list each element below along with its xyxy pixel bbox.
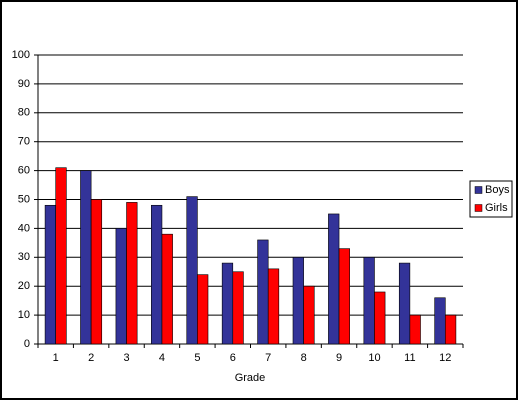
y-tick-label: 80 (18, 107, 30, 119)
y-tick-label: 40 (18, 222, 30, 234)
x-tick-label: 6 (230, 352, 236, 364)
bar (115, 228, 127, 345)
bar (55, 167, 67, 345)
bar (151, 204, 163, 345)
bar (444, 314, 457, 345)
bar (374, 291, 386, 345)
bar (126, 202, 138, 345)
y-tick-label: 100 (12, 49, 30, 61)
x-tick-label: 12 (439, 352, 451, 364)
bar (221, 262, 234, 345)
x-tick-label: 9 (336, 352, 342, 364)
bar (80, 170, 92, 345)
bar (303, 285, 315, 345)
bar (197, 274, 209, 345)
bar (363, 256, 375, 345)
y-tick-label: 10 (18, 309, 30, 321)
bar (186, 196, 198, 345)
x-tick-label: 2 (88, 352, 94, 364)
x-tick-label: 10 (368, 352, 380, 364)
y-tick-label: 30 (18, 251, 30, 263)
x-tick-label: 5 (194, 352, 200, 364)
bar (161, 233, 173, 345)
legend-label: Girls (485, 202, 508, 214)
legend-label: Boys (485, 184, 510, 196)
bar (328, 213, 340, 345)
bar (398, 262, 411, 345)
y-tick-label: 70 (18, 136, 30, 148)
y-tick-label: 0 (24, 338, 30, 350)
y-tick-label: 20 (18, 280, 30, 292)
legend-swatch (474, 186, 483, 194)
x-tick-label: 8 (301, 352, 307, 364)
x-tick-label: 3 (123, 352, 129, 364)
bar (257, 239, 269, 345)
x-tick-label: 11 (404, 352, 415, 364)
bar (292, 256, 304, 345)
x-tick-label: 4 (159, 352, 165, 364)
y-tick-label: 90 (18, 78, 30, 90)
bar (90, 199, 103, 345)
legend-swatch (474, 204, 483, 212)
bar (338, 248, 350, 345)
bar (44, 204, 57, 345)
bar (434, 297, 446, 345)
x-axis-label: Grade (235, 372, 266, 384)
x-tick-label: 7 (265, 352, 271, 364)
bar (409, 314, 421, 345)
bar (267, 268, 280, 345)
bar (232, 271, 244, 345)
y-tick-label: 50 (18, 193, 30, 205)
x-tick-label: 1 (53, 352, 59, 364)
y-tick-label: 60 (18, 165, 30, 177)
